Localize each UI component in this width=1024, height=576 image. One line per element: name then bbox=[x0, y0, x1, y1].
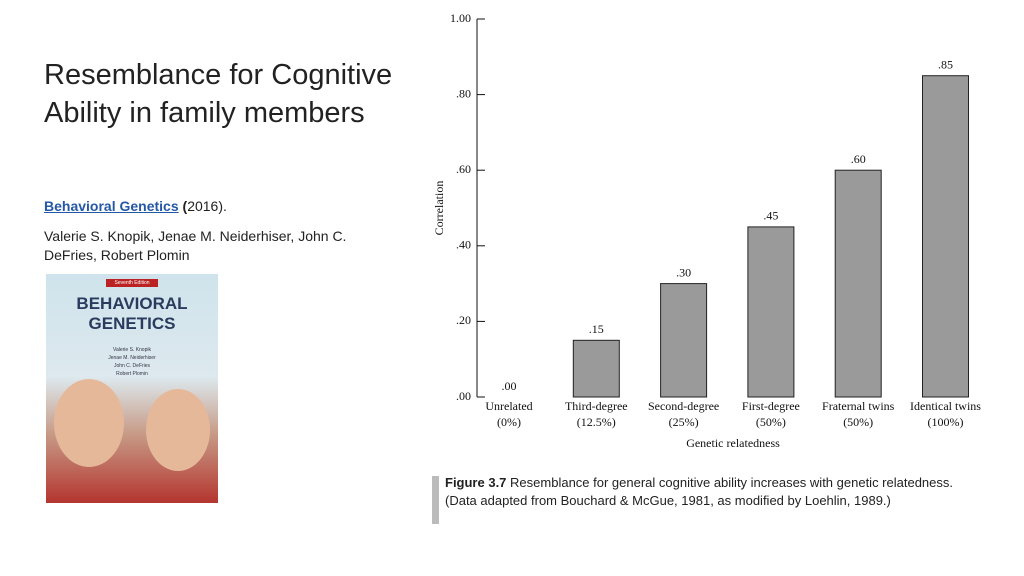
book-link[interactable]: Behavioral Genetics bbox=[44, 198, 179, 214]
x-tick-note: (50%) bbox=[843, 415, 873, 429]
value-label: .85 bbox=[938, 57, 953, 71]
caption-label: Figure 3.7 bbox=[445, 475, 507, 490]
x-tick-note: (100%) bbox=[928, 415, 964, 429]
y-tick-label: .00 bbox=[456, 389, 471, 403]
y-tick-label: .80 bbox=[456, 86, 471, 100]
year: 2016). bbox=[187, 198, 227, 214]
x-axis-title: Genetic relatedness bbox=[686, 436, 780, 450]
bar bbox=[834, 169, 882, 398]
x-tick-note: (50%) bbox=[756, 415, 786, 429]
cover-author: Jenae M. Neiderhiser bbox=[108, 355, 156, 361]
bar bbox=[660, 283, 708, 398]
x-tick-label: Unrelated bbox=[485, 399, 532, 413]
y-axis-title: Correlation bbox=[432, 181, 446, 236]
x-tick-label: Third-degree bbox=[565, 399, 628, 413]
value-label: .15 bbox=[589, 322, 604, 336]
cover-author: Robert Plomin bbox=[116, 371, 148, 377]
authors: Valerie S. Knopik, Jenae M. Neiderhiser,… bbox=[44, 228, 347, 263]
value-label: .00 bbox=[502, 379, 517, 393]
cover-title: BEHAVIORAL GENETICS bbox=[76, 294, 188, 333]
value-label: .45 bbox=[763, 209, 778, 223]
bar bbox=[747, 226, 795, 398]
x-tick-label: Fraternal twins bbox=[822, 399, 895, 413]
cover-author: John C. DeFries bbox=[113, 363, 151, 369]
y-tick-label: .60 bbox=[456, 162, 471, 176]
cover-author: Valerie S. Knopik bbox=[113, 347, 151, 353]
cover-photo bbox=[54, 379, 124, 467]
bar bbox=[572, 339, 620, 398]
value-label: .60 bbox=[851, 152, 866, 166]
book-cover: Seventh Edition BEHAVIORAL GENETICS Vale… bbox=[46, 274, 218, 503]
y-tick-label: 1.00 bbox=[450, 11, 471, 25]
value-label: .30 bbox=[676, 265, 691, 279]
cover-authors: Valerie S. Knopik Jenae M. Neiderhiser J… bbox=[106, 346, 158, 378]
caption-bar bbox=[432, 476, 439, 524]
source: Behavioral Genetics (2016). bbox=[44, 198, 227, 214]
paren: ( bbox=[182, 198, 188, 214]
caption-text: Resemblance for general cognitive abilit… bbox=[445, 475, 954, 508]
caption: Figure 3.7 Resemblance for general cogni… bbox=[445, 474, 965, 510]
slide-title: Resemblance for Cognitive Ability in fam… bbox=[44, 59, 393, 129]
y-tick-label: .20 bbox=[456, 313, 471, 327]
x-tick-note: (12.5%) bbox=[577, 415, 616, 429]
x-tick-label: Second-degree bbox=[648, 399, 719, 413]
bar bbox=[922, 75, 969, 398]
cover-photo bbox=[146, 389, 210, 471]
x-tick-note: (0%) bbox=[497, 415, 521, 429]
y-tick-label: .40 bbox=[456, 238, 471, 252]
x-tick-note: (25%) bbox=[669, 415, 699, 429]
chart: Correlation Genetic relatedness .00 .20 .4… bbox=[432, 11, 982, 450]
cover-edition: Seventh Edition bbox=[106, 279, 158, 287]
x-tick-label: First-degree bbox=[742, 399, 800, 413]
x-tick-label: Identical twins bbox=[910, 399, 981, 413]
